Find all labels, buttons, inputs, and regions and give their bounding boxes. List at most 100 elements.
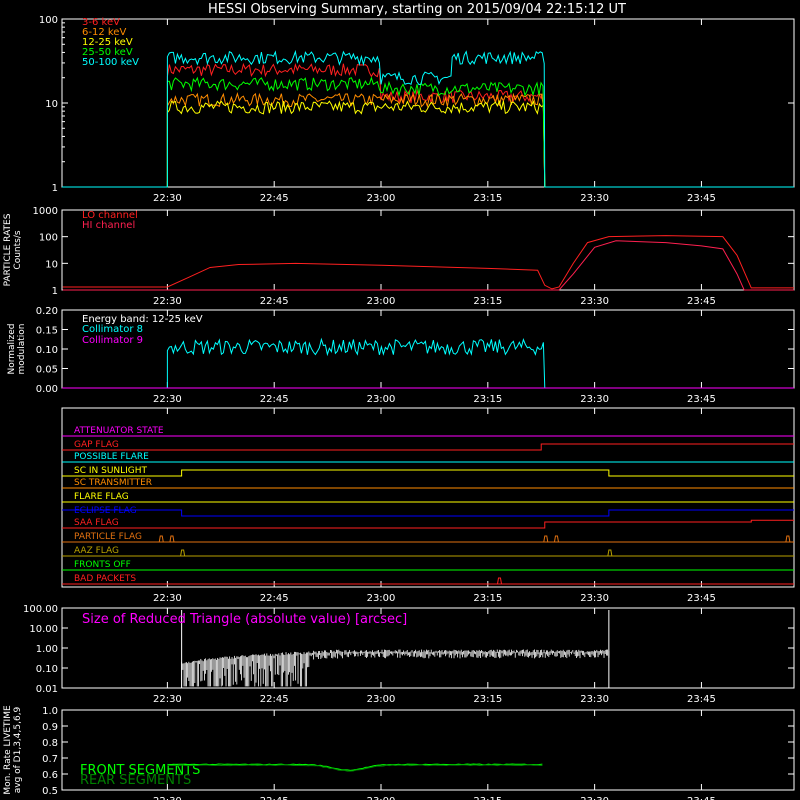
countrates-xtick-label: 23:30 xyxy=(580,193,609,204)
countrates-legend-entry: 12-25 keV xyxy=(82,37,133,48)
particle-ytick-label: 1000 xyxy=(33,206,58,217)
particle-hi-line xyxy=(62,240,794,291)
particle-frame xyxy=(61,209,795,291)
modulation-ylabel: modulation xyxy=(17,324,27,375)
sas-xtick-label: 23:30 xyxy=(580,694,609,705)
countrates-legend-entry: 25-50 keV xyxy=(82,47,133,58)
flag-label: GAP FLAG xyxy=(74,440,119,450)
countrates-xtick-label: 22:30 xyxy=(153,193,182,204)
livetime-ylabel: avg of D1,3,4,5,6,9 xyxy=(13,706,23,793)
particle-flag-spike xyxy=(169,535,175,543)
particle-flag-spike xyxy=(785,535,791,543)
flag-label: ECLIPSE FLAG xyxy=(74,506,137,516)
livetime-ytick-label: 0.6 xyxy=(42,770,58,781)
flag-label: FRONTS OFF xyxy=(74,560,131,570)
aaz-flag-spike xyxy=(180,549,186,557)
chart-title: HESSI Observing Summary, starting on 201… xyxy=(208,2,626,17)
livetime-ytick-label: 0.8 xyxy=(42,738,58,749)
countrates-legend-entry: 6-12 keV xyxy=(82,27,126,38)
sas-annotation: Size of Reduced Triangle (absolute value… xyxy=(82,612,407,627)
sas-ytick-label: 100.00 xyxy=(23,604,58,615)
flag-label: BAD PACKETS xyxy=(74,574,136,584)
sas-xtick-label: 23:45 xyxy=(687,694,716,705)
particle-ylabel: Counts/s xyxy=(13,230,23,269)
modulation-annotation: Energy band: 12-25 keV xyxy=(82,314,203,325)
flags-xtick-label: 23:00 xyxy=(367,593,396,604)
particle-xtick-label: 23:00 xyxy=(367,296,396,307)
flag-line xyxy=(62,509,794,517)
modulation-xtick-label: 23:00 xyxy=(367,394,396,405)
flag-line xyxy=(62,519,794,529)
sas-ytick-label: 0.01 xyxy=(36,684,58,695)
livetime-ytick-label: 1.0 xyxy=(42,706,58,717)
flag-line xyxy=(62,469,794,477)
countrates-ytick-label: 1 xyxy=(52,183,58,194)
particle-ytick-label: 10 xyxy=(45,259,58,270)
flag-label: SAA FLAG xyxy=(74,518,119,528)
flag-label: SC TRANSMITTER xyxy=(74,478,152,488)
livetime-series-line xyxy=(167,764,543,772)
livetime-xtick-label: 22:45 xyxy=(260,796,289,800)
flags-xtick-label: 22:30 xyxy=(153,593,182,604)
countrates-xtick-label: 23:00 xyxy=(367,193,396,204)
livetime-legend-entry: REAR SEGMENTS xyxy=(80,773,191,788)
livetime-legend-entry: FRONT SEGMENTS xyxy=(80,763,200,778)
flags-xtick-label: 22:45 xyxy=(260,593,289,604)
flag-label: SC IN SUNLIGHT xyxy=(74,466,148,476)
particle-flag-spike xyxy=(553,535,559,543)
countrates-xtick-label: 23:15 xyxy=(473,193,502,204)
modulation-xtick-label: 22:45 xyxy=(260,394,289,405)
particle-ytick-label: 100 xyxy=(39,233,58,244)
countrates-series-line xyxy=(62,49,794,188)
particle-legend-entry: LO channel xyxy=(82,210,138,221)
countrates-xtick-label: 23:45 xyxy=(687,193,716,204)
sas-ytick-label: 10.00 xyxy=(29,624,58,635)
flag-label: ATTENUATOR STATE xyxy=(74,426,164,436)
sas-xtick-label: 23:15 xyxy=(473,694,502,705)
modulation-xtick-label: 23:15 xyxy=(473,394,502,405)
modulation-ylabel: Normalized xyxy=(7,323,17,374)
sas-xtick-label: 22:45 xyxy=(260,694,289,705)
livetime-frame xyxy=(61,709,795,791)
countrates-ytick-label: 10 xyxy=(45,99,58,110)
flags-xtick-label: 23:30 xyxy=(580,593,609,604)
particle-ylabel: PARTICLE RATES xyxy=(3,213,13,286)
livetime-xtick-label: 22:30 xyxy=(153,796,182,800)
flag-label: POSSIBLE FLARE xyxy=(74,452,149,462)
flag-line xyxy=(62,443,794,451)
bad-packets-spike xyxy=(497,577,502,585)
flag-label: FLARE FLAG xyxy=(74,492,129,502)
sas-xtick-label: 23:00 xyxy=(367,694,396,705)
livetime-xtick-label: 23:00 xyxy=(367,796,396,800)
particle-flag-spike xyxy=(158,535,164,543)
flags-frame xyxy=(61,407,795,588)
particle-xtick-label: 23:15 xyxy=(473,296,502,307)
particle-legend-entry: HI channel xyxy=(82,220,135,231)
livetime-ytick-label: 0.5 xyxy=(42,786,58,797)
livetime-ylabel: Mon. Rate LIVETIME xyxy=(3,705,13,795)
livetime-xtick-label: 23:45 xyxy=(687,796,716,800)
livetime-ytick-label: 0.7 xyxy=(42,754,58,765)
livetime-ytick-label: 0.9 xyxy=(42,722,58,733)
particle-xtick-label: 22:45 xyxy=(260,296,289,307)
modulation-collimator8-line xyxy=(166,337,546,389)
countrates-series-line xyxy=(62,76,794,188)
flag-label: PARTICLE FLAG xyxy=(74,532,142,542)
particle-xtick-label: 23:45 xyxy=(687,296,716,307)
modulation-legend-entry: Collimator 9 xyxy=(82,335,143,346)
livetime-series-line xyxy=(167,763,543,771)
flags-xtick-label: 23:45 xyxy=(687,593,716,604)
particle-lo-line xyxy=(62,235,794,290)
particle-xtick-label: 22:30 xyxy=(153,296,182,307)
countrates-legend-entry: 50-100 keV xyxy=(82,57,139,68)
particle-xtick-label: 23:30 xyxy=(580,296,609,307)
particle-ytick-label: 1 xyxy=(52,286,58,297)
modulation-ytick-label: 0.05 xyxy=(36,365,58,376)
modulation-ytick-label: 0.10 xyxy=(36,345,58,356)
flags-xtick-label: 23:15 xyxy=(473,593,502,604)
modulation-ytick-label: 0.15 xyxy=(36,326,58,337)
particle-flag-spike xyxy=(543,535,549,543)
countrates-ytick-label: 100 xyxy=(39,15,58,26)
countrates-series-line xyxy=(62,99,794,188)
